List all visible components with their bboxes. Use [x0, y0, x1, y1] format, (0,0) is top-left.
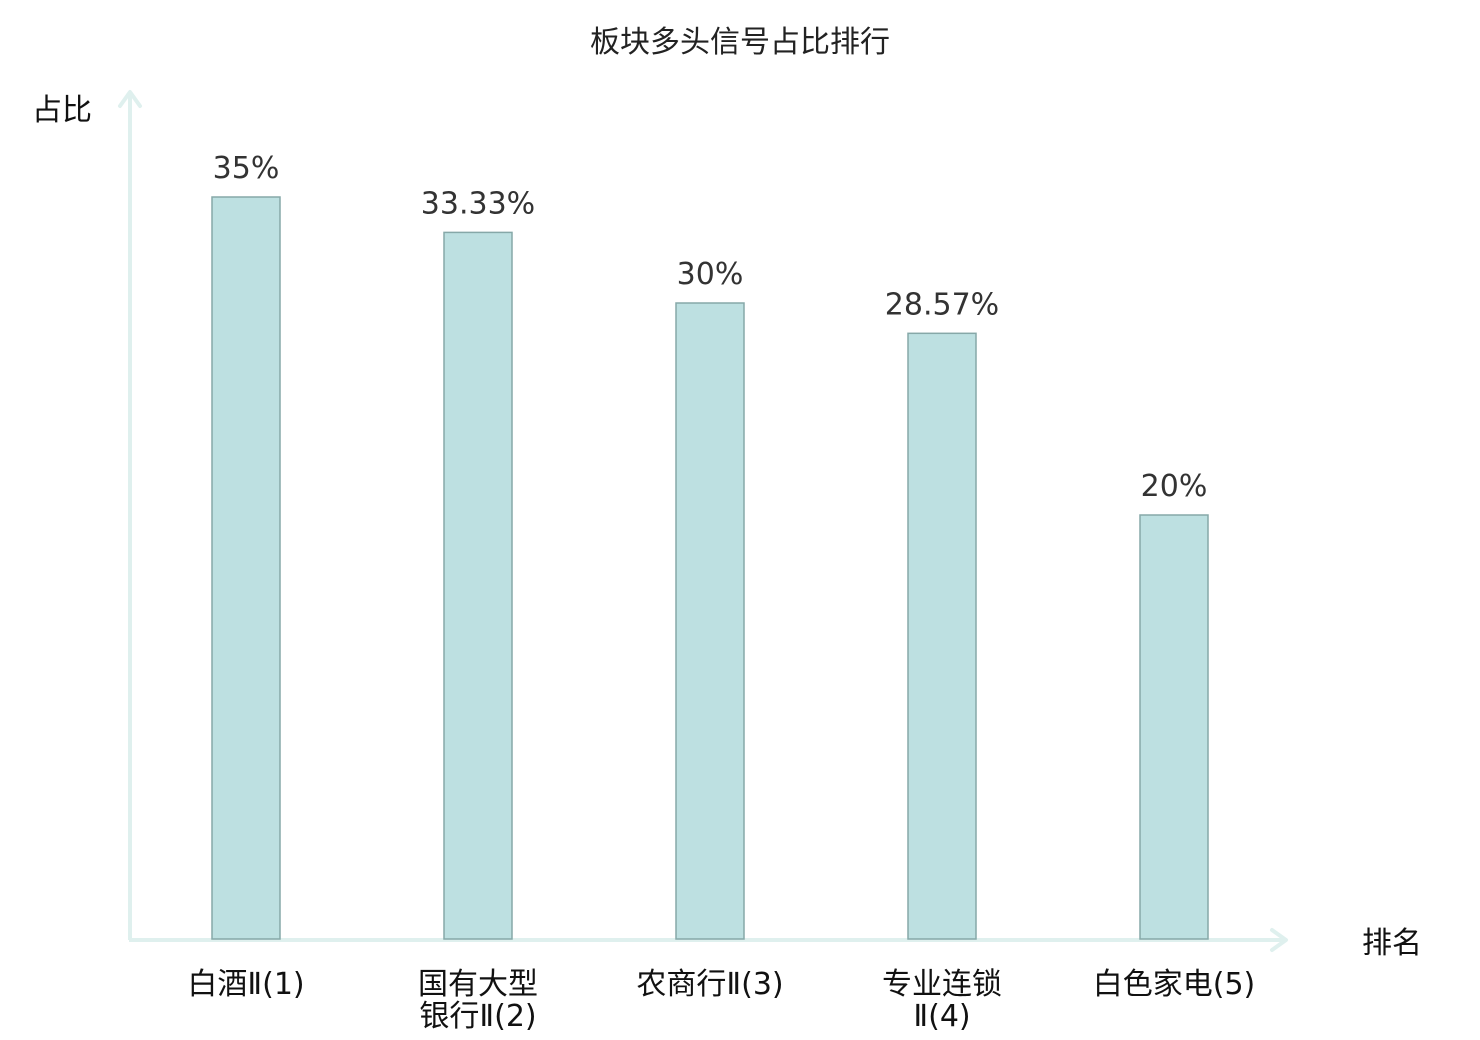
y-axis-arrow-icon	[118, 90, 142, 108]
value-label-4: 28.57%	[885, 287, 999, 322]
category-label-4-line-1: 专业连锁	[882, 967, 1002, 1002]
bar-3	[675, 302, 745, 940]
category-label-4-line-2: Ⅱ(4)	[913, 999, 970, 1034]
bar-4	[907, 332, 977, 940]
x-axis-label: 排名	[1362, 926, 1422, 961]
value-label-3: 30%	[677, 257, 744, 292]
bar-5	[1139, 514, 1209, 940]
y-axis-label: 占比	[32, 93, 92, 128]
value-label-5: 20%	[1141, 469, 1208, 504]
x-axis-arrow-icon	[1270, 928, 1288, 952]
bar-1	[211, 196, 281, 940]
bars	[211, 196, 1209, 940]
bar-2	[443, 231, 513, 940]
category-label-3-line-1: 农商行Ⅱ(3)	[636, 967, 783, 1002]
value-label-1: 35%	[213, 151, 280, 186]
category-label-2-line-2: 银行Ⅱ(2)	[419, 999, 536, 1034]
value-label-2: 33.33%	[421, 186, 535, 221]
category-label-2-line-1: 国有大型	[418, 967, 538, 1002]
category-label-5-line-1: 白色家电(5)	[1093, 967, 1256, 1002]
axes	[118, 90, 1288, 952]
category-label-1-line-1: 白酒Ⅱ(1)	[187, 967, 304, 1002]
chart-title: 板块多头信号占比排行	[590, 25, 890, 60]
value-labels: 35% 33.33% 30% 28.57% 20%	[213, 151, 1208, 504]
